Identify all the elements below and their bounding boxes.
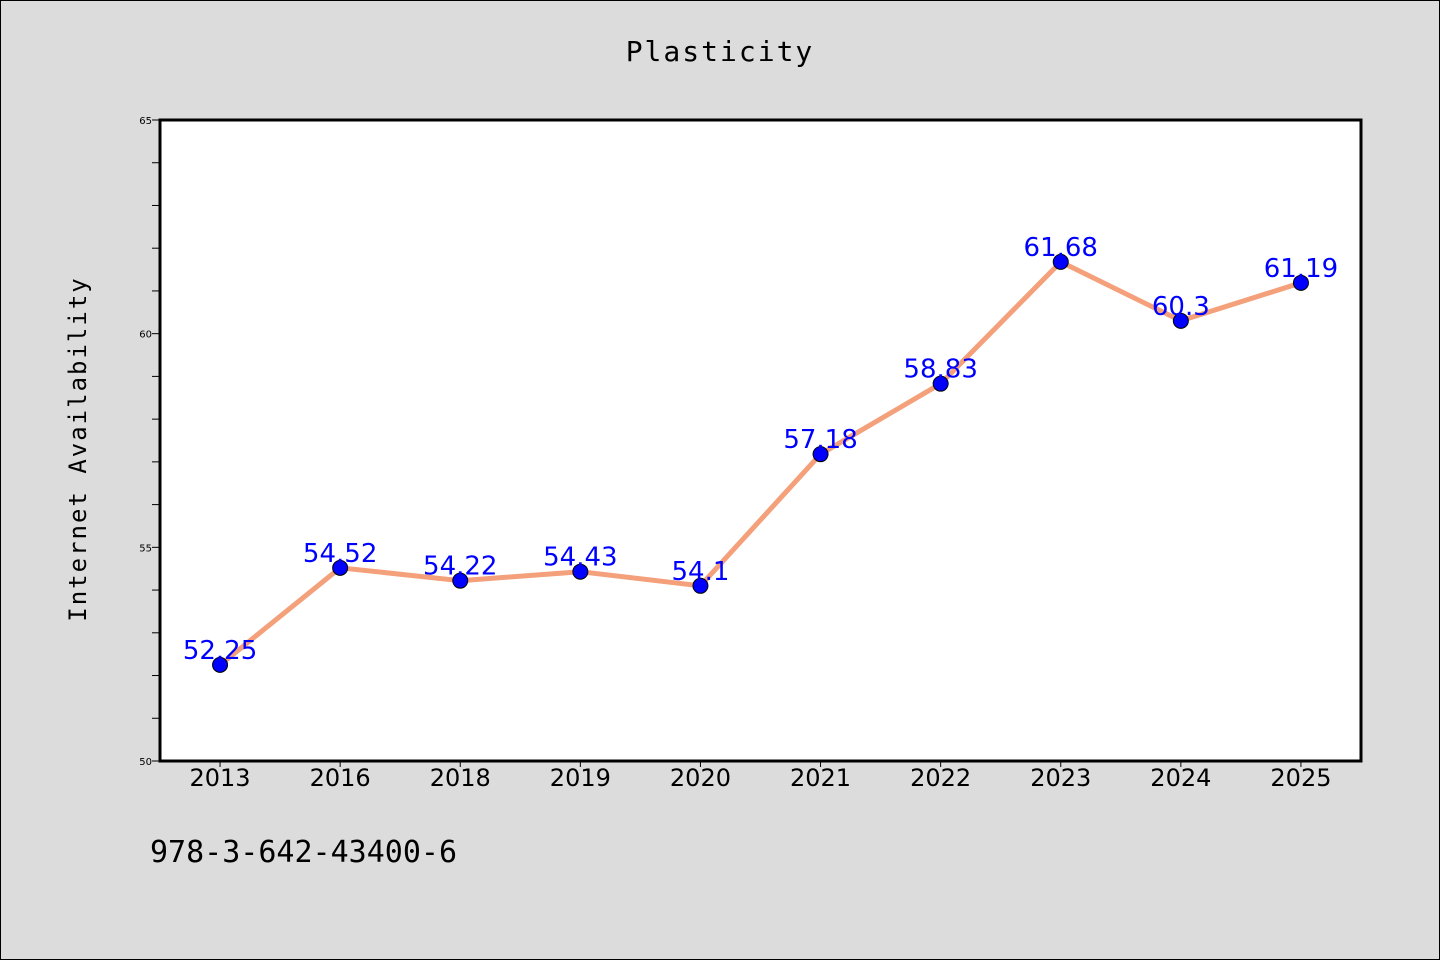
x-tick-label: 2016 [310,764,371,792]
x-tick-label: 2024 [1150,764,1211,792]
series-markers [212,253,1309,673]
data-label: 60.3 [1152,292,1210,322]
x-tick-label: 2013 [190,764,251,792]
data-label: 52.25 [183,636,257,666]
data-point [932,375,949,392]
data-label: 54.22 [423,552,497,582]
data-point [1292,274,1309,291]
x-tick-label: 2023 [1030,764,1091,792]
data-label: 58.83 [903,355,977,385]
data-point [812,446,829,463]
data-label: 61.68 [1024,233,1098,263]
data-label: 61.19 [1264,254,1338,284]
data-label: 54.52 [303,539,377,569]
x-tick-label: 2019 [550,764,611,792]
data-point [332,559,349,576]
data-label: 54.1 [672,557,730,587]
x-tick-label: 2018 [430,764,491,792]
y-tick-label: 50 [139,757,152,768]
data-point [692,577,709,594]
x-tick-label: 2021 [790,764,851,792]
x-axis-ticks: 2013 2016 2018 2019 2020 2021 2022 2023 2024 2025 [190,761,1331,792]
data-labels: 52.25 54.52 54.22 54.43 54.1 57.18 58.83 61.68 6… [183,233,1338,666]
isbn-text: 978-3-642-43400-6 [150,835,458,870]
x-tick-label: 2020 [670,764,731,792]
data-label: 54.43 [543,543,617,573]
y-axis-ticks: 50 55 60 65 [139,116,160,768]
plot-area [160,120,1361,761]
data-point [572,563,589,580]
x-tick-label: 2022 [910,764,971,792]
plot-frame [158,118,1363,763]
data-point [452,572,469,589]
data-point [1172,312,1189,329]
data-label: 57.18 [783,425,857,455]
y-tick-label: 65 [139,116,152,127]
x-tick-label: 2025 [1270,764,1331,792]
y-tick-label: 60 [139,330,152,341]
chart-title: Plasticity [625,35,815,68]
data-point [212,656,229,673]
data-point [1052,253,1069,270]
series-line [217,259,1304,668]
y-tick-label: 55 [139,543,152,554]
